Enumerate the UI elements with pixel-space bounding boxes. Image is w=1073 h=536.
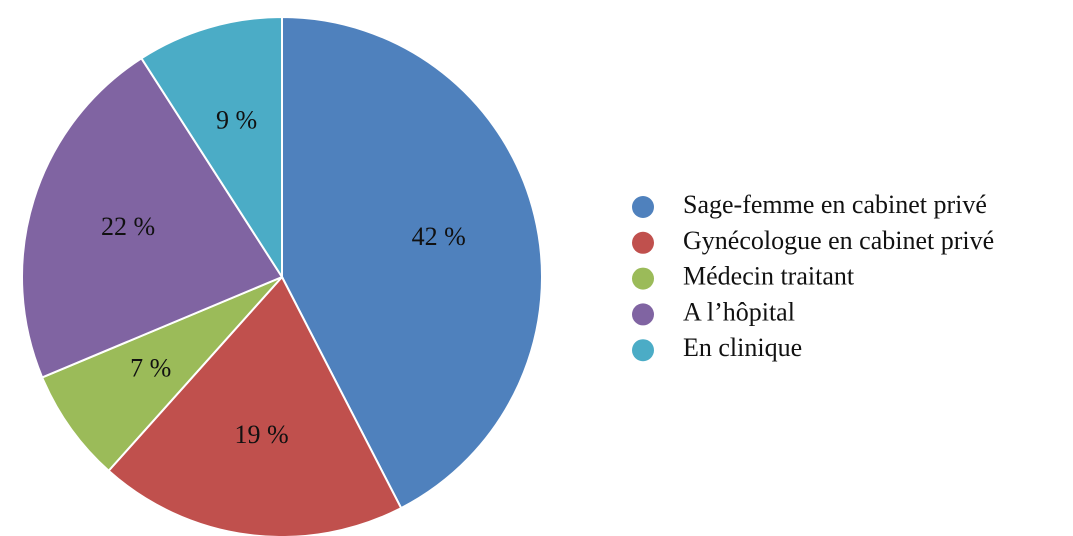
data-label: 22 % xyxy=(101,212,155,241)
legend-marker xyxy=(632,231,654,254)
data-label: 9 % xyxy=(216,105,257,134)
data-label: 7 % xyxy=(130,353,171,382)
data-label: 19 % xyxy=(235,420,289,449)
pie-slice xyxy=(40,276,283,473)
pie-slice xyxy=(21,56,284,379)
legend-marker xyxy=(632,196,654,218)
data-label: 42 % xyxy=(412,222,466,251)
pie-slice xyxy=(140,15,283,281)
legend-marker xyxy=(632,267,654,290)
legend-label: Médecin traitant xyxy=(683,262,855,291)
pie-slice xyxy=(281,15,543,510)
legend-label: Sage-femme en cabinet privé xyxy=(683,190,987,219)
pie-slice xyxy=(107,275,403,536)
legend-marker xyxy=(632,339,654,362)
legend-label: En clinique xyxy=(683,333,802,362)
legend-label: Gynécologue en cabinet privé xyxy=(683,226,994,255)
legend-label: A l’hôpital xyxy=(683,297,795,326)
legend-marker xyxy=(632,303,654,326)
